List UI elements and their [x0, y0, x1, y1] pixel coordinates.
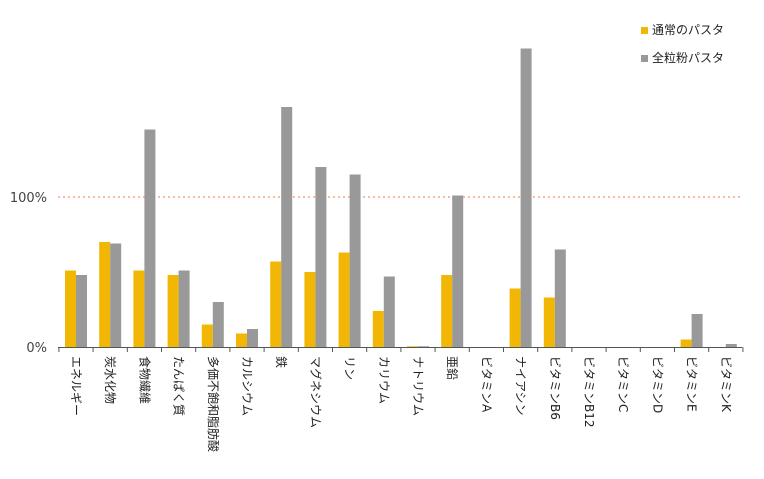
- category-label: 鉄: [274, 356, 289, 368]
- bar-regular-14: [543, 297, 555, 347]
- category-label: ナイアシン: [514, 356, 528, 416]
- y-tick-layer: 0% 100%: [10, 191, 47, 356]
- bar-wholewheat-5: [247, 329, 258, 347]
- bar-wholewheat-7: [315, 167, 327, 347]
- category-label: リン: [343, 356, 357, 380]
- bar-wholewheat-13: [520, 48, 532, 347]
- bar-regular-18: [680, 339, 692, 347]
- category-labels-layer: エネルギー 炭水化物 食物繊維 たんぱく質 多価不飽和脂肪酸 カルシウム 鉄 マグネシウム リン…: [69, 356, 733, 452]
- bar-regular-6: [270, 261, 282, 347]
- bar-wholewheat-19: [725, 344, 737, 347]
- category-label: エネルギー: [69, 356, 83, 416]
- category-label: 亜鉛: [445, 356, 459, 380]
- category-label: 多価不飽和脂肪酸: [206, 356, 221, 452]
- bar-wholewheat-0: [76, 275, 87, 347]
- category-label: ナトリウム: [411, 356, 425, 416]
- bar-wholewheat-2: [144, 129, 156, 347]
- category-label: たんぱく質: [172, 356, 187, 416]
- bar-wholewheat-4: [212, 302, 224, 347]
- bar-regular-0: [65, 270, 76, 347]
- bar-regular-10: [407, 346, 418, 348]
- category-label: マグネシウム: [308, 356, 322, 428]
- bar-wholewheat-8: [349, 174, 361, 347]
- bars-layer: [65, 48, 737, 348]
- legend-swatch: [641, 55, 648, 62]
- bar-wholewheat-3: [178, 270, 190, 347]
- y-tick-label: 100%: [10, 191, 47, 206]
- bar-regular-1: [99, 242, 111, 347]
- bar-wholewheat-14: [554, 249, 566, 347]
- category-label: ビタミンB6: [548, 356, 562, 420]
- legend-label: 全粒粉パスタ: [652, 50, 724, 65]
- bar-wholewheat-6: [281, 107, 293, 347]
- bar-regular-13: [509, 288, 521, 347]
- bar-regular-11: [441, 275, 453, 347]
- bar-regular-3: [167, 275, 179, 347]
- bar-wholewheat-18: [691, 314, 703, 347]
- category-label: ビタミンC: [616, 356, 630, 412]
- category-label: カルシウム: [240, 356, 254, 416]
- category-label: ビタミンB12: [582, 356, 596, 428]
- bar-wholewheat-1: [110, 243, 122, 347]
- category-label: ビタミンE: [685, 356, 699, 412]
- bar-regular-9: [372, 311, 384, 347]
- bar-regular-4: [201, 324, 213, 347]
- bar-regular-2: [133, 270, 145, 347]
- legend-swatch: [641, 27, 648, 34]
- y-tick-label: 0%: [26, 341, 47, 356]
- category-label: カリウム: [377, 356, 391, 404]
- category-label: 炭水化物: [103, 356, 117, 404]
- bar-wholewheat-10: [418, 346, 429, 348]
- bar-wholewheat-11: [452, 195, 464, 347]
- legend-label: 通常のパスタ: [652, 23, 724, 37]
- category-label: ビタミンK: [719, 356, 733, 413]
- category-label: ビタミンA: [479, 356, 493, 413]
- bar-regular-8: [338, 252, 350, 347]
- category-label: ビタミンD: [650, 356, 664, 413]
- bar-regular-5: [236, 333, 247, 347]
- bar-wholewheat-9: [383, 276, 395, 347]
- category-label: 食物繊維: [137, 356, 152, 404]
- bar-regular-7: [304, 272, 316, 347]
- x-axis-layer: [58, 347, 744, 352]
